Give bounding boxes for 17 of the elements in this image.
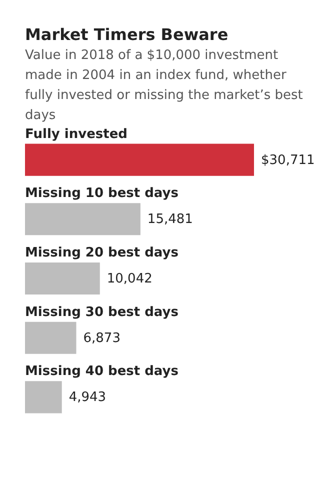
data-label: $30,711 — [261, 152, 315, 168]
y-tick-label: Missing 40 best days — [25, 364, 179, 380]
data-label: 15,481 — [147, 212, 193, 228]
bar — [25, 203, 140, 236]
data-label: 10,042 — [106, 272, 152, 286]
y-tick-label: Missing 30 best days — [25, 304, 179, 320]
chart-title: Market Timers Beware — [25, 25, 230, 45]
data-label: 4,943 — [68, 390, 106, 406]
bar — [25, 322, 76, 354]
y-tick-label: Fully invested — [25, 126, 128, 142]
bar — [25, 381, 62, 414]
y-tick-label: Missing 10 best days — [25, 186, 179, 202]
y-tick-label: Missing 20 best days — [25, 245, 179, 260]
chart-subtitle: Value in 2018 of a $10,000 investment made in 2004 in an index fund, whether fully invested or missing the market’s best days — [25, 47, 304, 125]
data-label: 6,873 — [83, 330, 120, 346]
bar — [25, 144, 254, 176]
bar — [25, 262, 100, 295]
